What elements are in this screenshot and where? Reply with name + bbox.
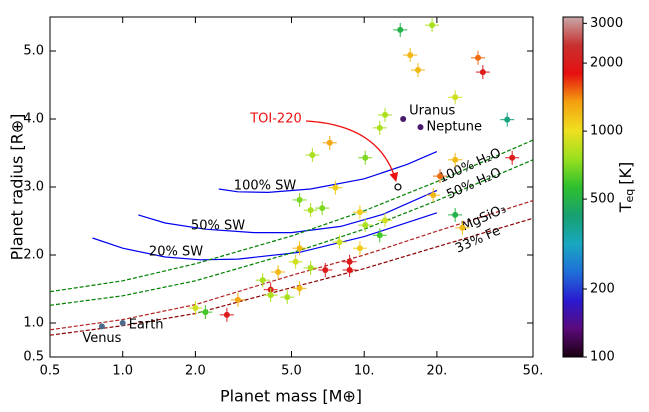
planet-point (346, 258, 353, 265)
solar-planet (400, 116, 407, 122)
planet-point (382, 217, 389, 224)
colorbar-title-sub: eq (623, 189, 636, 203)
planet-point (362, 154, 369, 161)
y-tick-label: 1.0 (23, 316, 44, 331)
planet-point (192, 305, 199, 312)
model-curve-label: 50% SW (191, 219, 245, 234)
planet-point (452, 156, 459, 163)
colorbar-title-main: T (616, 202, 635, 213)
planet-point (322, 266, 329, 273)
planet-point (275, 269, 282, 275)
planet-point (319, 205, 326, 212)
y-axis-title: Planet radius [R⊕] (8, 114, 27, 261)
planet-point (430, 192, 437, 199)
y-tick-label: 0.5 (23, 350, 44, 365)
colorbar-tick-label: 1000 (590, 124, 623, 139)
planet-point (259, 277, 266, 284)
planet-point (376, 124, 383, 131)
planet-point (452, 94, 459, 101)
model-curve (92, 212, 438, 261)
solar-planet (417, 124, 424, 131)
model-curve-label: 20% SW (149, 245, 203, 260)
planet-point (397, 26, 404, 33)
planet-point (479, 69, 486, 76)
planet-point (509, 154, 516, 161)
colorbar-title: Teq [K] (616, 162, 637, 214)
planet-point (296, 196, 303, 203)
planet-point (267, 292, 274, 299)
y-tick-label: 4.0 (23, 112, 44, 127)
x-axis-title: Planet mass [M⊕] (220, 387, 362, 406)
colorbar (562, 16, 584, 358)
planet-point (346, 266, 353, 273)
x-tick-label: 50. (523, 364, 544, 379)
colorbar-tick-label: 500 (590, 192, 615, 207)
model-curve-label: 100% SW (234, 179, 297, 194)
target-point (394, 183, 402, 191)
x-tick-label: 5.0 (281, 364, 302, 379)
planet-point (336, 239, 343, 246)
x-tick-label: 10. (354, 364, 375, 379)
planet-point (223, 311, 230, 318)
planet-point (202, 309, 209, 316)
planet-point (307, 207, 314, 214)
planet-point (414, 67, 421, 74)
planet-point (475, 54, 482, 61)
planet-point (356, 209, 363, 216)
planet-point (356, 245, 363, 252)
planet-point (376, 232, 383, 239)
planet-point (452, 211, 459, 218)
planet-point (296, 245, 303, 252)
planet-point (382, 111, 389, 118)
planet-point (332, 184, 339, 191)
planet-point (407, 52, 414, 59)
planet-point (362, 222, 369, 229)
solar-planet-label: Venus (82, 331, 121, 346)
model-curve (218, 151, 438, 194)
x-tick-label: 20. (427, 364, 448, 379)
solar-planet-label: Earth (129, 318, 164, 333)
planet-point (296, 285, 303, 292)
planet-point (429, 22, 436, 29)
solar-planet-label: Neptune (426, 120, 482, 135)
planet-point (284, 294, 291, 301)
model-curve (138, 189, 438, 234)
planet-point (292, 258, 299, 265)
model-curve (50, 159, 533, 306)
solar-planet (98, 323, 105, 330)
planet-point (326, 139, 333, 146)
target-arrow (305, 120, 399, 182)
colorbar-tick-label: 3000 (590, 16, 623, 31)
solar-planet (119, 320, 126, 326)
x-tick-label: 0.5 (40, 364, 61, 379)
colorbar-tick-label: 100 (590, 350, 615, 365)
model-curve (50, 139, 533, 293)
x-tick-label: 1.0 (112, 364, 133, 379)
y-tick-label: 5.0 (23, 44, 44, 59)
planet-point (436, 173, 443, 180)
planet-point (234, 296, 241, 303)
planet-point (307, 264, 314, 271)
model-curve (50, 200, 533, 331)
y-tick-label: 2.0 (23, 248, 44, 263)
colorbar-title-unit: [K] (616, 162, 635, 185)
solar-planet-label: Uranus (409, 104, 455, 119)
y-tick-label: 3.0 (23, 180, 44, 195)
planet-point (459, 224, 466, 231)
planet-point (309, 152, 316, 159)
target-label: TOI-220 (249, 112, 302, 127)
x-tick-label: 2.0 (185, 364, 206, 379)
colorbar-tick-label: 2000 (590, 56, 623, 71)
colorbar-tick-label: 200 (590, 282, 615, 297)
planet-point (504, 116, 511, 123)
